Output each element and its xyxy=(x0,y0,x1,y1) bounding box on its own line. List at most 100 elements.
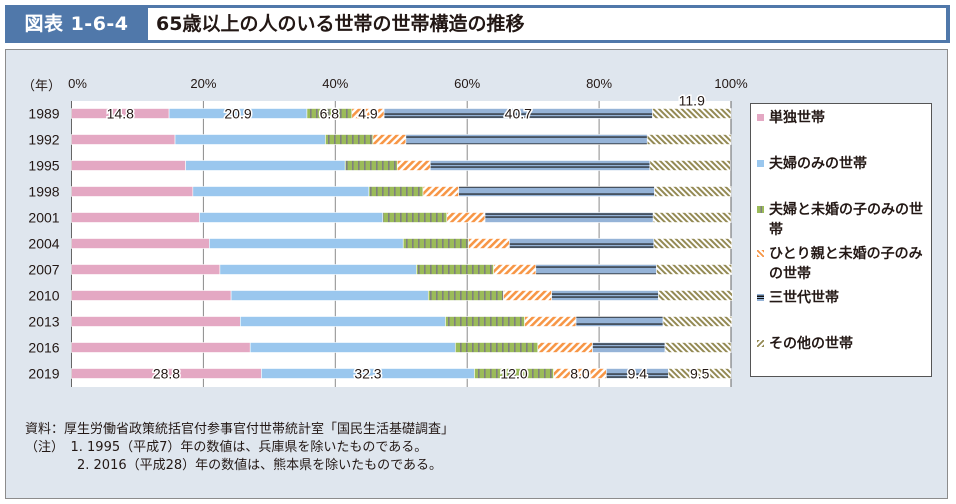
bar-segment xyxy=(654,186,732,197)
bar-segment xyxy=(71,290,232,301)
bar-segment xyxy=(493,264,537,275)
category-label: 1989 xyxy=(28,106,59,122)
y-category-labels: 1989 1992 1995 1998 2001 2004 2007 2010 2013 2016… xyxy=(28,106,59,382)
bar-segment xyxy=(652,212,732,223)
data-label: 4.9 xyxy=(358,106,378,122)
data-label: 6.8 xyxy=(320,106,340,122)
legend-swatch-icon xyxy=(757,250,764,257)
category-label: 2016 xyxy=(28,340,59,356)
bar-segment xyxy=(174,134,326,145)
bar-segment xyxy=(668,368,732,379)
legend-swatch-icon xyxy=(757,294,764,301)
category-label: 2019 xyxy=(28,366,59,382)
bar-segment xyxy=(427,290,504,301)
footnote-2: 2. 2016（平成28）年の数値は、熊本県を除いたものである。 xyxy=(25,458,443,473)
figure-header: 図表 1-6-4 65歳以上の人のいる世帯の世帯構造の推移 xyxy=(5,5,950,43)
figure-label: 図表 1-6-4 xyxy=(24,13,129,35)
bar-segment xyxy=(458,186,655,197)
data-labels: 14.8 20.9 6.8 4.9 40.7 11.9 28.8 32.3 12.0 8.0 9.4… xyxy=(105,91,711,383)
bar-segment xyxy=(71,134,176,145)
bar-segment xyxy=(658,290,733,301)
bar-segment xyxy=(652,108,732,119)
category-label: 2010 xyxy=(28,288,59,304)
x-tick-label: 0% xyxy=(68,76,87,91)
bar-segment xyxy=(71,238,210,249)
category-label: 1998 xyxy=(28,184,59,200)
bar-segment xyxy=(396,160,431,171)
legend: 単独世帯 夫婦のみの世帯 夫婦と未婚の子のみの世帯 ひとり親と未婚の子のみの世帯 三世代… xyxy=(750,103,932,377)
legend-swatch-icon xyxy=(757,206,764,213)
category-label: 2001 xyxy=(28,210,59,226)
bar-segment xyxy=(503,290,552,301)
bar-segment xyxy=(71,316,241,327)
bar-segment xyxy=(468,238,510,249)
bar-segment xyxy=(71,186,194,197)
category-label: 2013 xyxy=(28,314,59,330)
bar-segment xyxy=(446,212,486,223)
bar-segment xyxy=(71,160,186,171)
bar-segment xyxy=(592,342,666,353)
bar-segment xyxy=(455,342,539,353)
bar-segment xyxy=(325,134,374,145)
bar-segment xyxy=(199,212,384,223)
data-label: 11.9 xyxy=(679,93,705,109)
bar-segment xyxy=(524,316,577,327)
bar-segment xyxy=(551,290,659,301)
x-tick-label: 40% xyxy=(322,76,348,91)
x-tick-labels: 0% 20% 40% 60% 80% 100% xyxy=(68,76,748,91)
data-label: 28.8 xyxy=(153,366,180,382)
data-label: 32.3 xyxy=(354,366,381,382)
bar-segment xyxy=(192,186,370,197)
x-tick-label: 80% xyxy=(586,76,612,91)
bar-segment xyxy=(240,316,446,327)
bar-segment xyxy=(249,342,456,353)
legend-swatch-icon xyxy=(757,340,764,347)
bars xyxy=(71,108,733,379)
data-label: 40.7 xyxy=(505,106,532,122)
bar-segment xyxy=(429,160,651,171)
bar-segment xyxy=(535,264,657,275)
bar-segment xyxy=(71,212,200,223)
bar-segment xyxy=(402,238,469,249)
data-label: 8.0 xyxy=(570,366,590,382)
bar-segment xyxy=(509,238,655,249)
legend-label: 夫婦のみの世帯 xyxy=(769,156,867,172)
bar-segment xyxy=(209,238,404,249)
bar-segment xyxy=(71,264,221,275)
legend-swatch-icon xyxy=(757,114,764,121)
bar-segment xyxy=(219,264,417,275)
x-tick-label: 60% xyxy=(454,76,480,91)
bar-segment xyxy=(445,316,525,327)
bar-segment xyxy=(656,264,732,275)
legend-label: 夫婦と未婚の子のみの世帯 xyxy=(769,202,923,238)
category-label: 2007 xyxy=(28,262,59,278)
y-axis-label: （年） xyxy=(22,78,61,93)
x-tick-label: 20% xyxy=(190,76,216,91)
bar-segment xyxy=(484,212,654,223)
bar-segment xyxy=(382,212,448,223)
bar-segment xyxy=(185,160,346,171)
data-label: 14.8 xyxy=(107,106,134,122)
bar-segment xyxy=(368,186,424,197)
category-label: 1992 xyxy=(28,132,59,148)
legend-swatch-icon xyxy=(757,160,764,167)
x-tick-label: 100% xyxy=(714,76,748,91)
chart-title: 65歳以上の人のいる世帯の世帯構造の推移 xyxy=(156,13,525,35)
bar-segment xyxy=(422,186,459,197)
bar-segment xyxy=(372,134,407,145)
notes: 資料：厚生労働省政策統括官付参事官付世帯統計室「国民生活基礎調査」 （注） 1.… xyxy=(25,421,454,475)
bar-segment xyxy=(344,160,398,171)
footnote-1: （注） 1. 1995（平成7）年の数値は、兵庫県を除いたものである。 xyxy=(25,440,428,455)
source-note: 資料：厚生労働省政策統括官付参事官付世帯統計室「国民生活基礎調査」 xyxy=(25,422,455,437)
bar-segment xyxy=(71,342,251,353)
bar-segment xyxy=(649,160,731,171)
bar-segment xyxy=(537,342,593,353)
bar-segment xyxy=(664,342,732,353)
bar-segment xyxy=(646,134,732,145)
category-label: 2004 xyxy=(28,236,59,252)
data-label: 9.5 xyxy=(690,366,710,382)
legend-label: その他の世帯 xyxy=(769,336,853,352)
bar-segment xyxy=(653,238,732,249)
bar-segment xyxy=(230,290,429,301)
